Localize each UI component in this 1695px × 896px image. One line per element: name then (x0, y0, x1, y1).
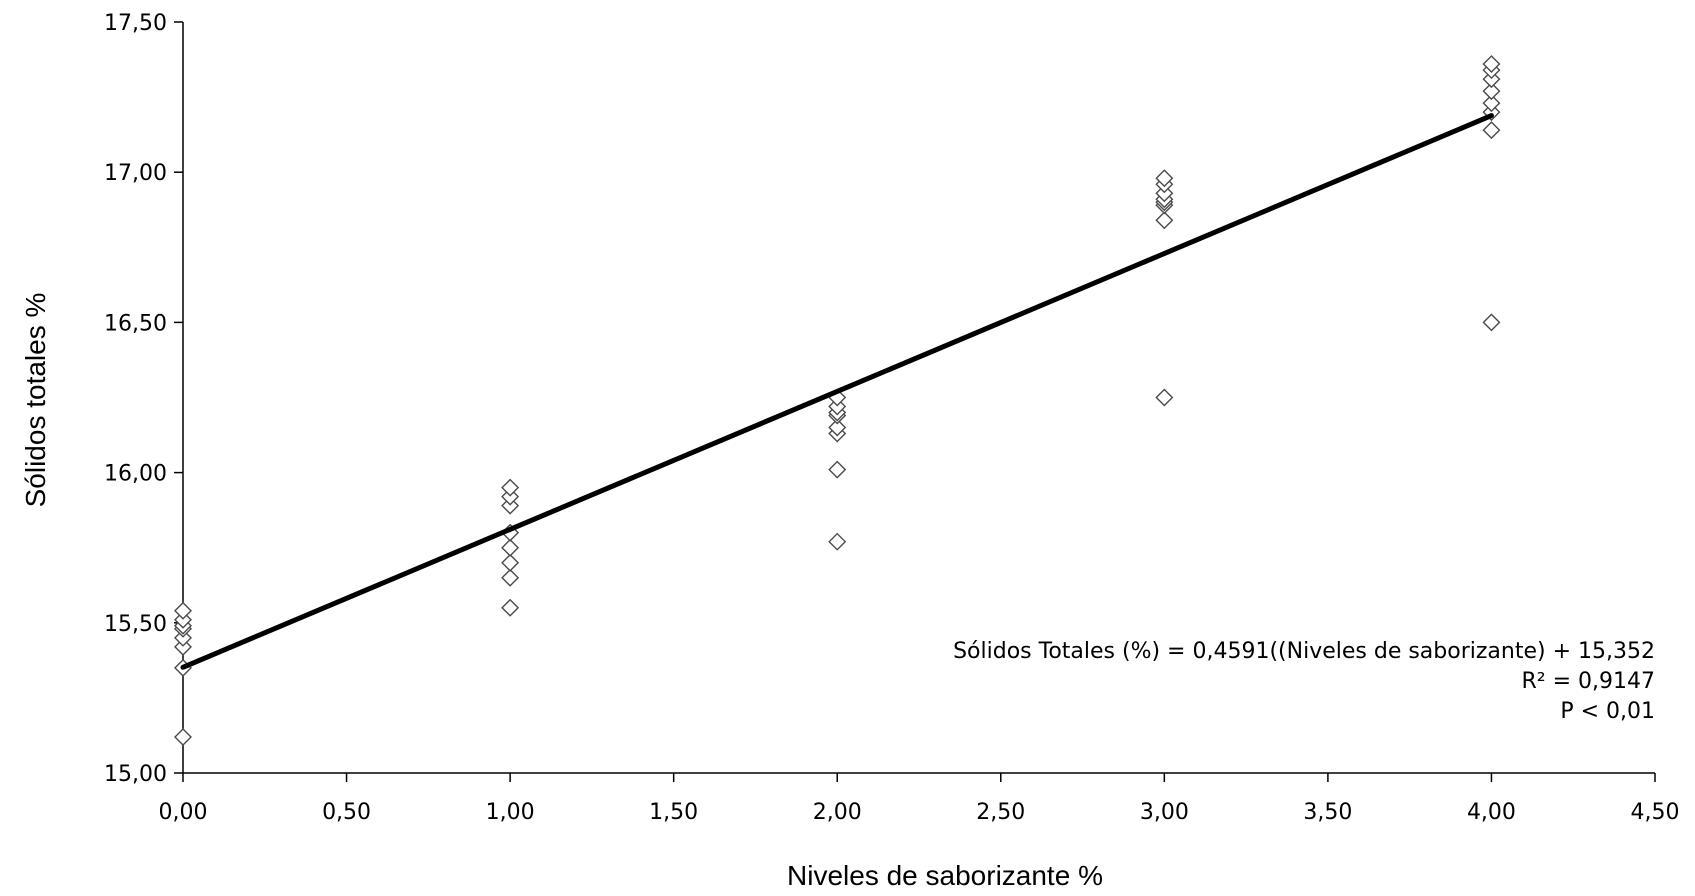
data-point (828, 460, 847, 479)
data-point (501, 553, 520, 572)
data-point (1482, 82, 1501, 101)
data-point (828, 397, 847, 416)
x-tick-label: 1,50 (649, 800, 698, 825)
trendline-group (180, 113, 1494, 670)
x-tick-label: 2,00 (813, 800, 862, 825)
x-tick-label: 4,00 (1467, 800, 1516, 825)
x-axis-title: Niveles de saborizante % (787, 860, 1103, 891)
y-tick-label: 15,50 (104, 612, 167, 637)
x-tick-label: 3,00 (1140, 800, 1189, 825)
annotation-p-value: P < 0,01 (1560, 699, 1655, 724)
data-point (828, 418, 847, 437)
data-point (174, 610, 192, 629)
data-point (501, 487, 520, 506)
annotation-r-squared: R² = 0,9147 (1521, 669, 1655, 694)
data-point (1482, 55, 1501, 74)
data-point (1155, 169, 1174, 188)
data-point (501, 538, 520, 557)
data-point (1155, 211, 1174, 230)
data-point (174, 628, 192, 647)
data-point (501, 496, 520, 515)
data-point (1482, 313, 1501, 332)
data-point (174, 727, 192, 746)
y-tick-label: 17,00 (104, 161, 167, 186)
data-point (1482, 94, 1501, 113)
data-point (1482, 70, 1501, 89)
data-points (174, 55, 1501, 746)
x-tick-label: 2,50 (976, 800, 1025, 825)
y-axis-title: Sólidos totales % (20, 293, 51, 508)
x-tick-label: 1,00 (486, 800, 535, 825)
data-point (501, 478, 520, 497)
x-tick-label: 0,50 (322, 800, 371, 825)
data-point (501, 568, 520, 587)
y-tick-label: 16,50 (104, 311, 167, 336)
regression-annotations: Sólidos Totales (%) = 0,4591((Niveles de… (953, 639, 1655, 724)
data-point (174, 637, 192, 656)
data-point (828, 532, 847, 551)
data-point (1155, 184, 1174, 203)
y-tick-label: 16,00 (104, 462, 167, 487)
x-axis-ticks: 0,00 0,50 1,00 1,50 2,00 2,50 3,00 3,50 4,00 4,50 (159, 773, 1680, 825)
data-point (1155, 388, 1174, 407)
y-axis-ticks: 15,00 15,50 16,00 16,50 17,00 17,50 (104, 11, 183, 787)
y-tick-label: 17,50 (104, 11, 167, 36)
x-tick-label: 3,50 (1303, 800, 1352, 825)
annotation-equation: Sólidos Totales (%) = 0,4591((Niveles de… (953, 639, 1655, 664)
data-point (174, 601, 192, 620)
data-point (1482, 121, 1501, 140)
data-point (501, 598, 520, 617)
x-tick-label: 0,00 (159, 800, 208, 825)
y-tick-label: 15,00 (104, 762, 167, 787)
x-tick-label: 4,50 (1631, 800, 1680, 825)
trendline (180, 113, 1494, 670)
